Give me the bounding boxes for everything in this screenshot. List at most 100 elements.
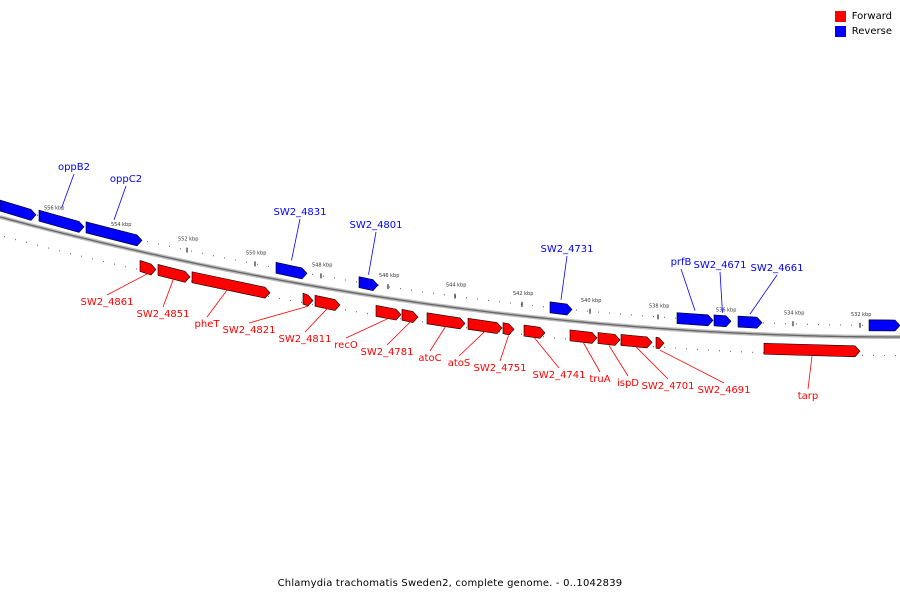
gene-arrow[interactable] xyxy=(85,221,143,247)
gene-leader-line xyxy=(386,321,411,346)
gene-arrow[interactable] xyxy=(275,261,308,280)
gene-prfB[interactable] xyxy=(676,146,714,327)
gene-label[interactable]: oppB2 xyxy=(58,162,90,173)
gene-segment-0[interactable] xyxy=(0,96,37,221)
gene-leader-line xyxy=(458,331,486,357)
gene-arrow-shade xyxy=(315,138,340,146)
guide-dot xyxy=(444,294,445,296)
gene-arrow[interactable] xyxy=(549,301,573,316)
gene-SW2_4851[interactable] xyxy=(157,125,191,283)
gene-label[interactable]: prfB xyxy=(671,257,692,268)
gene-SW2_4811[interactable] xyxy=(314,138,341,311)
gene-label[interactable]: SW2_4661 xyxy=(750,263,803,274)
gene-label[interactable]: SW2_4851 xyxy=(136,309,189,320)
gene-SW2_4741[interactable] xyxy=(523,152,546,339)
gene-arrow[interactable] xyxy=(38,209,85,233)
guide-dot xyxy=(400,317,401,320)
gene-SW2_4661[interactable] xyxy=(737,148,763,329)
gene-arrow[interactable] xyxy=(375,304,402,321)
gene-arrow[interactable] xyxy=(502,322,515,336)
gene-label[interactable]: SW2_4821 xyxy=(222,325,275,336)
gene-arrow[interactable] xyxy=(0,199,37,221)
gene-label[interactable]: ispD xyxy=(617,378,639,389)
gene-tarp[interactable] xyxy=(763,160,861,358)
guide-dot xyxy=(422,321,423,323)
gene-label[interactable]: SW2_4781 xyxy=(360,347,413,358)
guide-dot xyxy=(697,348,698,351)
guide-dot xyxy=(829,324,830,326)
gene-label[interactable]: truA xyxy=(589,374,610,385)
gene-arrow[interactable] xyxy=(868,319,900,332)
gene-SW2_4821[interactable] xyxy=(302,137,314,307)
gene-arrow-shade xyxy=(468,149,502,157)
gene-arrow[interactable] xyxy=(139,260,157,276)
gene-arrow[interactable] xyxy=(426,312,466,330)
gene-label[interactable]: SW2_4801 xyxy=(349,220,402,231)
gene-arrow[interactable] xyxy=(569,329,598,344)
gene-arrow[interactable] xyxy=(713,314,732,328)
gene-arrow[interactable] xyxy=(737,315,763,329)
gene-arrow[interactable] xyxy=(523,324,546,339)
gene-atoC[interactable] xyxy=(426,146,466,330)
gene-label[interactable]: SW2_4811 xyxy=(278,334,331,345)
gene-SW2_4671[interactable] xyxy=(713,147,732,328)
gene-arrow[interactable] xyxy=(302,292,314,307)
gene-SW2_4731[interactable] xyxy=(549,141,573,316)
gene-arrow[interactable] xyxy=(467,318,503,334)
reverse-swatch xyxy=(834,26,846,37)
gene-leader-line xyxy=(304,308,328,333)
gene-SW2_4781[interactable] xyxy=(401,145,419,323)
gene-arrow-shade xyxy=(402,145,418,152)
gene-label[interactable]: SW2_4731 xyxy=(540,244,593,255)
gene-recO[interactable] xyxy=(375,143,402,321)
gene-label[interactable]: SW2_4701 xyxy=(641,381,694,392)
gene-label[interactable]: tarp xyxy=(798,391,819,402)
gene-leader-line xyxy=(636,347,669,380)
gene-SW2_4801[interactable] xyxy=(358,130,379,291)
gene-arrow[interactable] xyxy=(358,276,379,291)
gene-label[interactable]: oppC2 xyxy=(110,174,142,185)
guide-dot xyxy=(191,250,192,252)
gene-SW2_4691[interactable] xyxy=(655,157,665,350)
gene-label[interactable]: SW2_4751 xyxy=(473,363,526,374)
gene-atoS[interactable] xyxy=(467,149,503,334)
gene-label[interactable]: SW2_4691 xyxy=(697,385,750,396)
gene-arrow[interactable] xyxy=(620,334,653,349)
gene-arrow[interactable] xyxy=(597,332,621,346)
gene-segment-25[interactable] xyxy=(868,149,900,332)
gene-label[interactable]: SW2_4741 xyxy=(532,370,585,381)
gene-oppC2[interactable] xyxy=(85,105,143,247)
gene-label[interactable]: atoS xyxy=(448,358,471,369)
gene-arrow-shade xyxy=(158,125,190,134)
gene-label[interactable]: atoC xyxy=(418,353,441,364)
gene-SW2_4701[interactable] xyxy=(620,156,653,349)
gene-label[interactable]: SW2_4831 xyxy=(273,207,326,218)
gene-arrow[interactable] xyxy=(401,308,419,323)
gene-arrow[interactable] xyxy=(655,336,665,350)
gene-label[interactable]: recO xyxy=(334,340,358,351)
gene-oppB2[interactable] xyxy=(38,100,85,233)
gene-ispD[interactable] xyxy=(597,155,621,346)
guide-dot xyxy=(268,265,269,268)
tick-label: 552 kbp xyxy=(178,237,198,243)
gene-arrow-shade xyxy=(738,148,762,154)
gene-arrow-shade xyxy=(427,146,465,155)
gene-label[interactable]: SW2_4671 xyxy=(693,260,746,271)
guide-dot xyxy=(554,337,555,339)
guide-dot xyxy=(37,214,38,216)
guide-dot xyxy=(807,323,808,325)
gene-leader-line xyxy=(608,345,629,377)
gene-arrow[interactable] xyxy=(676,312,714,327)
gene-SW2_4751[interactable] xyxy=(502,151,515,336)
gene-arrow[interactable] xyxy=(763,342,861,358)
gene-SW2_4861[interactable] xyxy=(139,123,157,276)
gene-truA[interactable] xyxy=(569,154,598,344)
guide-dot xyxy=(268,295,269,298)
gene-SW2_4831[interactable] xyxy=(275,124,308,280)
gene-label[interactable]: pheT xyxy=(195,319,221,330)
gene-label[interactable]: SW2_4861 xyxy=(80,297,133,308)
gene-arrow[interactable] xyxy=(157,264,191,283)
tick-label: 534 kbp xyxy=(784,310,804,316)
gene-arrow[interactable] xyxy=(314,294,341,311)
